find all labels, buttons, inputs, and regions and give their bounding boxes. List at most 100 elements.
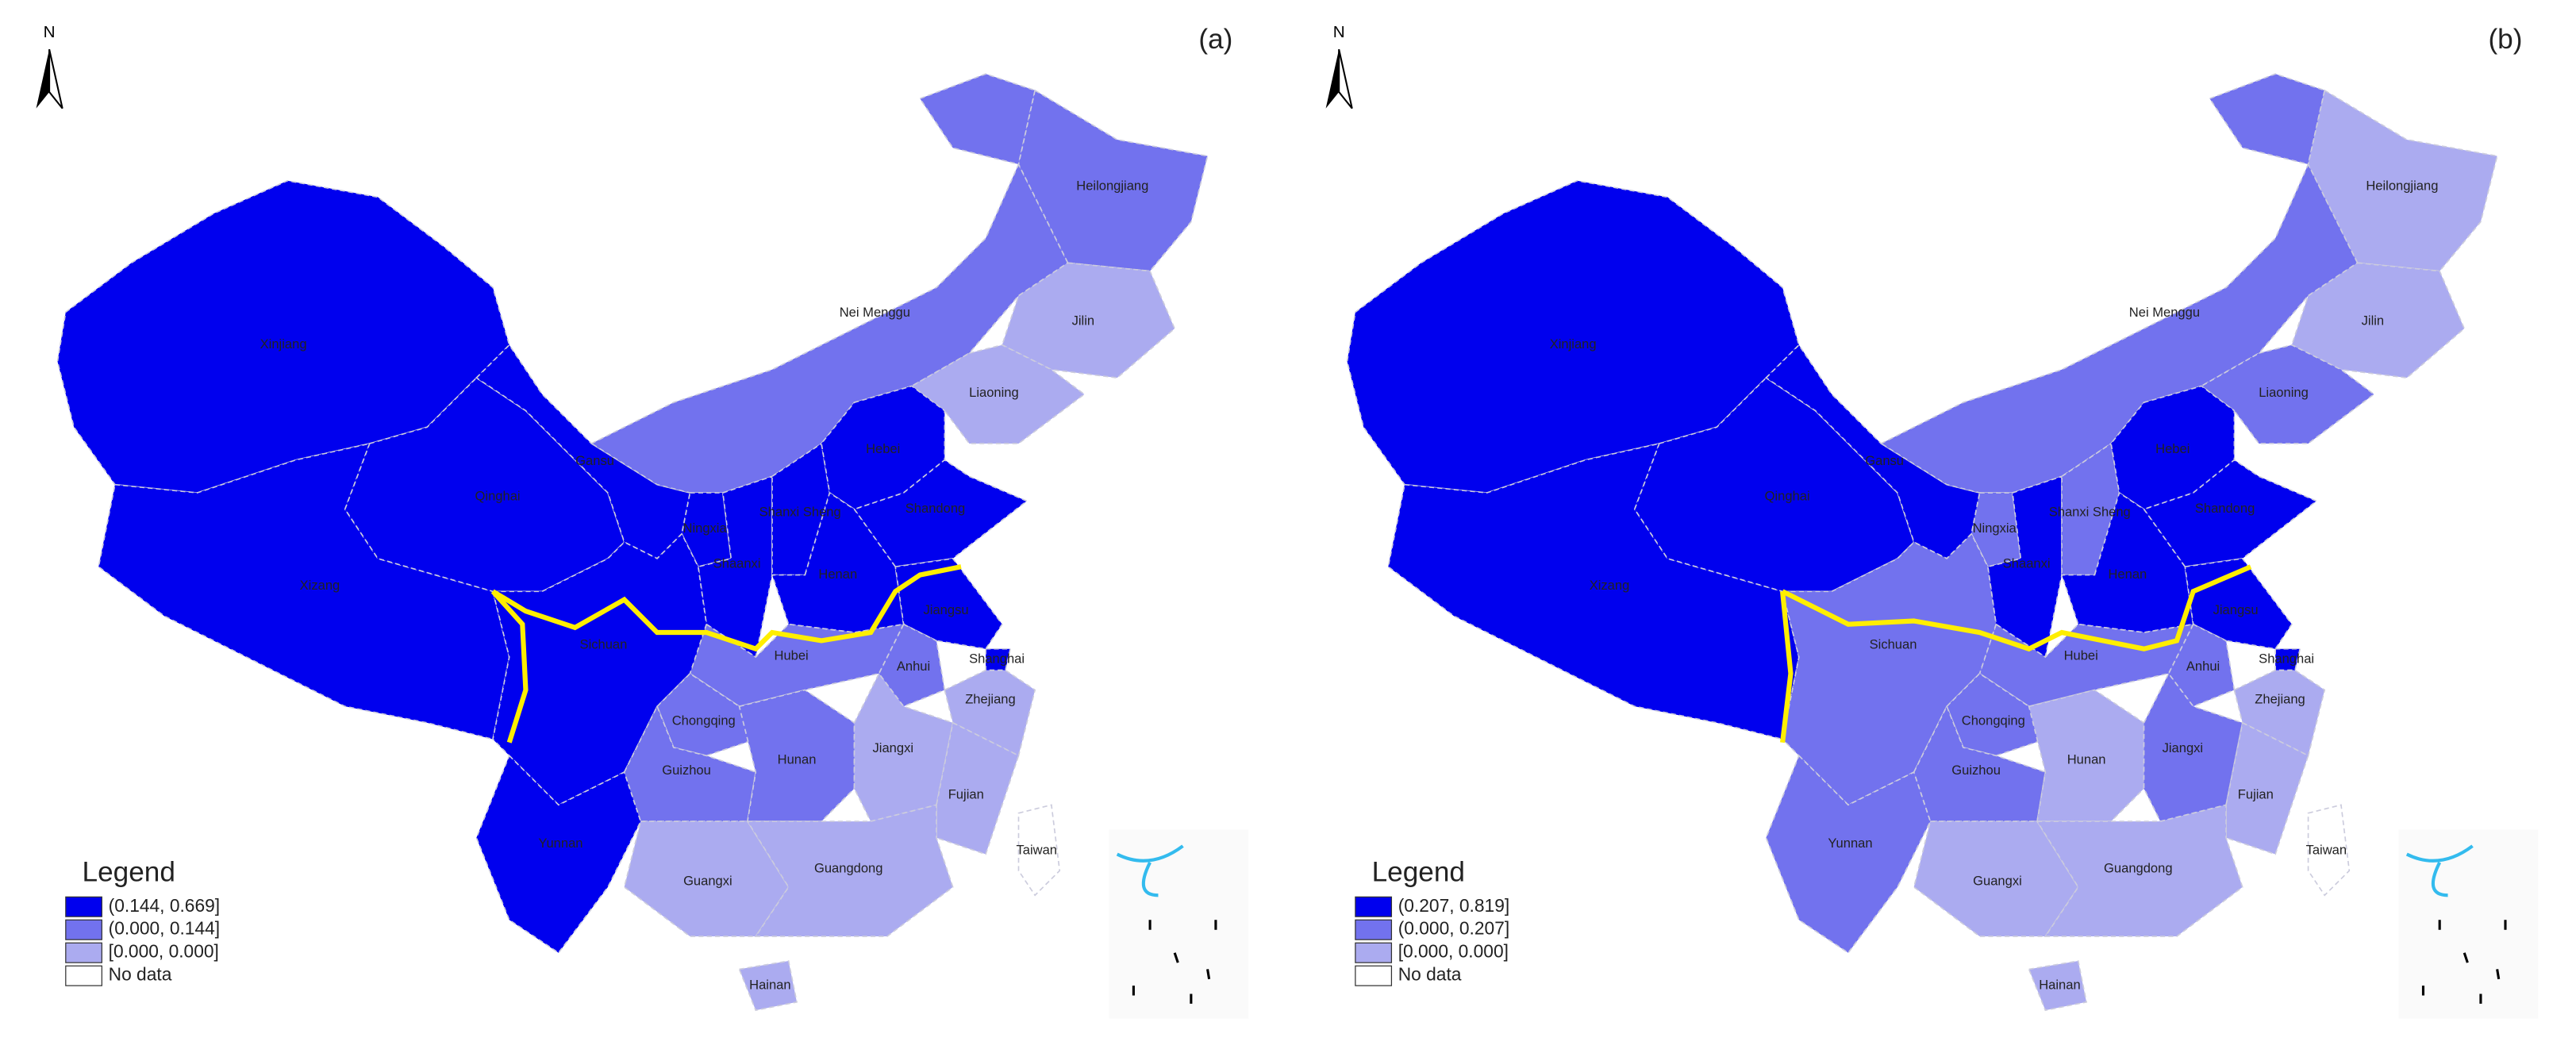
north-arrow: [48, 48, 63, 110]
province-label: Heilongjiang: [2366, 179, 2438, 194]
province-label: Shanghai: [2259, 651, 2314, 667]
legend-label: No data: [109, 964, 172, 985]
province-label: Guizhou: [1951, 763, 2001, 778]
province: [2028, 960, 2088, 1012]
province-label: Hubei: [775, 648, 809, 663]
province-label: Anhui: [897, 659, 930, 674]
province-label: Taiwan: [1017, 843, 1058, 858]
province-label: Nei Menggu: [840, 305, 910, 320]
province: [910, 344, 1086, 444]
province-label: Henan: [818, 567, 857, 582]
province: [623, 705, 757, 822]
province-label: Hubei: [2064, 648, 2098, 663]
province: [738, 689, 855, 822]
province: [821, 385, 946, 510]
province-label: Guangdong: [2104, 861, 2172, 876]
province-label: Guangxi: [1973, 873, 2022, 888]
inset-dashes: [2421, 920, 2507, 1004]
province-label: Guizhou: [662, 763, 711, 778]
province-label: Anhui: [2186, 659, 2220, 674]
province-label: Guangdong: [814, 861, 883, 876]
province-label: Sichuan: [580, 636, 628, 651]
province: [2060, 491, 2194, 633]
province: [1978, 623, 2195, 708]
province-label: Hainan: [2039, 977, 2080, 992]
province-label: Hebei: [2155, 441, 2190, 456]
province: [1017, 89, 1209, 272]
province-label: Ningxia: [1973, 521, 2017, 536]
inset-coast: [1116, 844, 1184, 897]
province: [2110, 385, 2236, 510]
province: [2307, 89, 2498, 272]
panel-label: (a): [1198, 24, 1232, 55]
province: [2307, 804, 2351, 897]
province-label: Shandong: [2195, 501, 2255, 516]
province-label: Jiangxi: [873, 740, 914, 755]
legend-title: Legend: [1372, 857, 1465, 888]
legend-swatch: [65, 919, 102, 940]
province: [2028, 689, 2145, 822]
province-label: Liaoning: [969, 385, 1019, 400]
province-label: Hainan: [749, 977, 790, 992]
province-label: Xinjiang: [1550, 336, 1597, 352]
province: [1782, 532, 1997, 806]
province-label: Hunan: [778, 752, 817, 767]
legend-swatch: [65, 965, 102, 986]
map-panel: (a) N Xinjiang Xizang Qinghai Gansu Nei Menggu…: [36, 23, 1249, 1019]
province-label: Yunnan: [1828, 836, 1872, 851]
boundary-line: [491, 564, 962, 652]
province: [491, 532, 708, 806]
legend-swatch: [1355, 942, 1393, 963]
province-label: Gansu: [575, 453, 614, 468]
province-label: Gansu: [1865, 453, 1904, 468]
province-label: Taiwan: [2306, 843, 2347, 858]
legend-label: (0.144, 0.669]: [109, 895, 221, 916]
legend-swatch: [1355, 965, 1393, 986]
north-arrow: [1338, 48, 1353, 110]
province: [475, 754, 642, 954]
province-label: Hebei: [866, 441, 900, 456]
province: [985, 648, 1012, 671]
province-label: Shanxi Sheng: [2049, 504, 2131, 519]
province-label: Jilin: [1072, 313, 1095, 329]
province-label: Henan: [2108, 567, 2147, 582]
province-label: Sichuan: [1870, 636, 1917, 651]
map-panel: (b) N Xinjiang Xizang Qinghai Gansu Nei Menggu…: [1325, 23, 2539, 1019]
province-label: Jiangsu: [924, 602, 969, 617]
province-label: Fujian: [948, 786, 984, 801]
province-label: Shaanxi: [2003, 556, 2051, 571]
province-label: Shanxi Sheng: [759, 504, 841, 519]
province-label: Yunnan: [538, 836, 582, 851]
legend-swatch: [65, 942, 102, 963]
legend-title: Legend: [83, 857, 175, 888]
province-label: Shandong: [905, 501, 965, 516]
province-label: Chongqing: [1962, 713, 2025, 728]
legend-label: No data: [1398, 964, 1462, 985]
province: [2200, 344, 2375, 444]
legend-swatch: [65, 896, 102, 917]
legend-label: [0.000, 0.000]: [1398, 941, 1509, 962]
boundary-line: [1781, 564, 2252, 652]
north-label: N: [1333, 23, 1345, 41]
province: [2274, 648, 2301, 671]
province-label: Qinghai: [475, 489, 521, 504]
province: [936, 721, 1020, 855]
legend-swatch: [1355, 919, 1393, 940]
legend-label: (0.000, 0.207]: [1398, 918, 1510, 939]
province-label: Jilin: [2362, 313, 2385, 329]
province-label: Xinjiang: [260, 336, 307, 352]
province: [1913, 705, 2047, 822]
boundary-line: [1780, 590, 1794, 744]
province-label: Fujian: [2238, 786, 2274, 801]
province-label: Jiangxi: [2163, 740, 2204, 755]
province-label: Nei Menggu: [2129, 305, 2200, 320]
legend-label: (0.207, 0.819]: [1398, 895, 1510, 916]
province: [738, 960, 798, 1012]
legend-label: [0.000, 0.000]: [109, 941, 219, 962]
province: [746, 804, 954, 937]
inset-dashes: [1132, 920, 1217, 1004]
province-label: Shanghai: [969, 651, 1025, 667]
province-label: Xizang: [1590, 578, 1630, 593]
